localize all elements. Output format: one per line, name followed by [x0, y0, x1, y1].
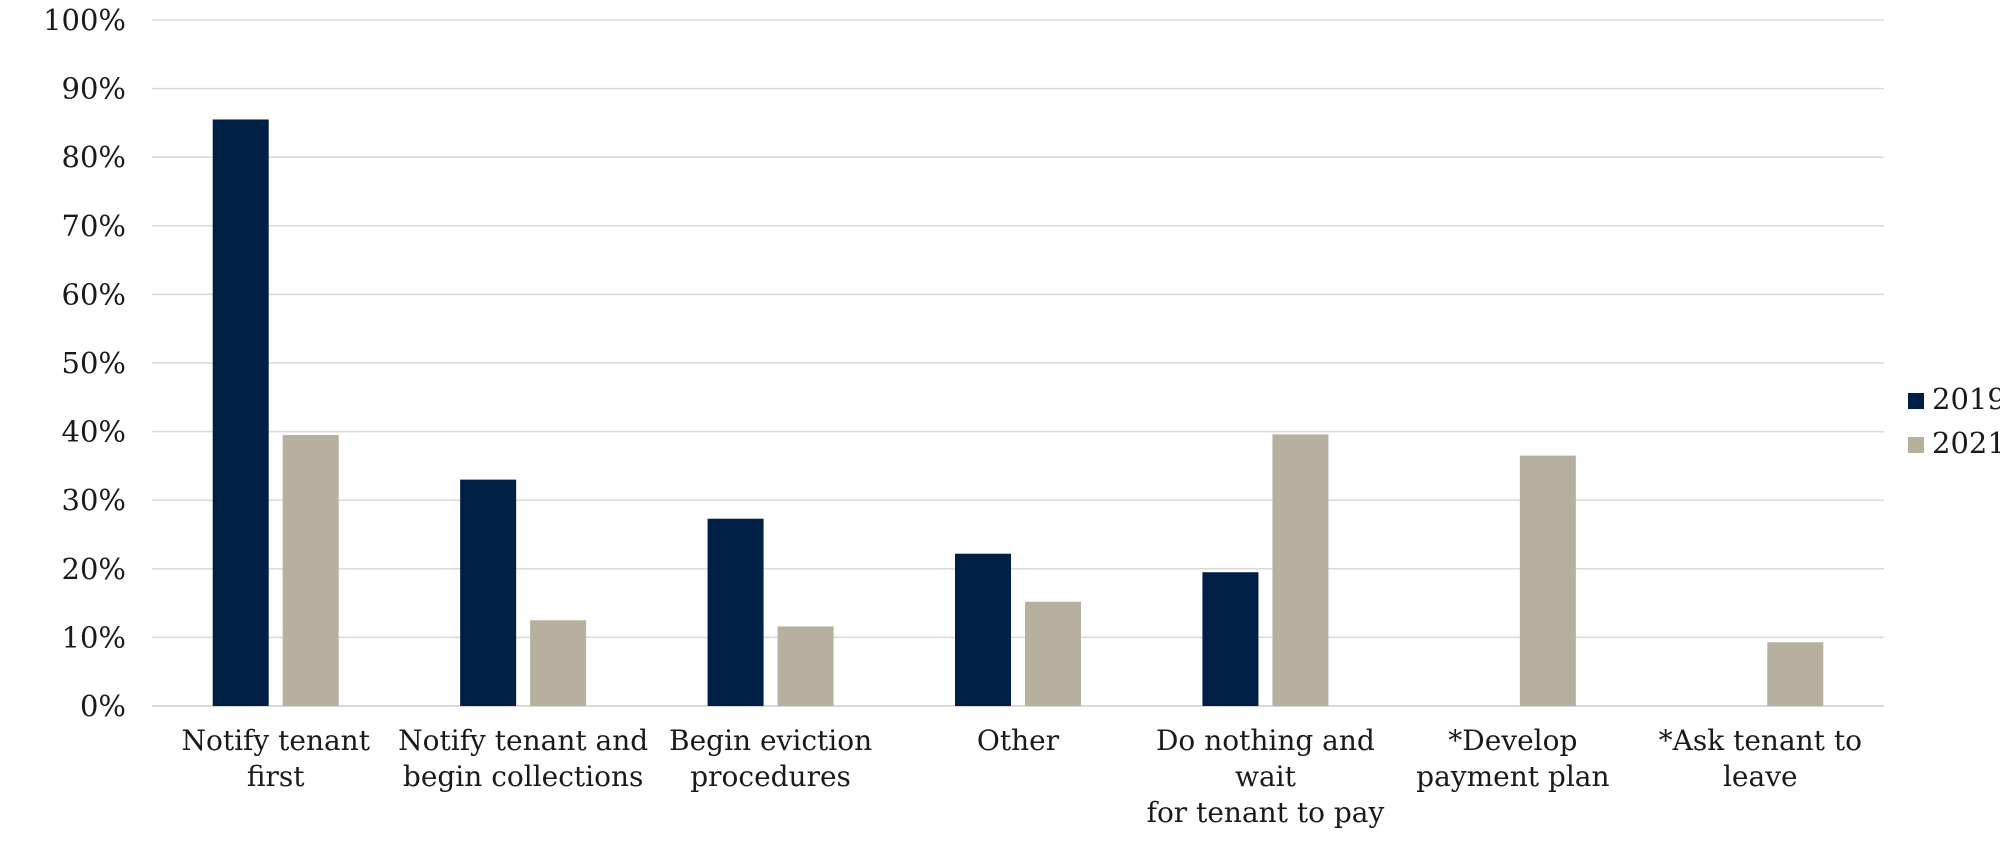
x-category-label: Do nothing and wait for tenant to pay	[1147, 724, 1385, 829]
x-category-label-line: for tenant to pay	[1147, 796, 1385, 829]
x-category-label-line: first	[247, 760, 305, 793]
x-category-label: *Ask tenant to leave	[1659, 724, 1862, 793]
bar-2019-category-4	[1202, 572, 1259, 706]
y-tick-label: 20%	[62, 552, 126, 586]
x-category-label-line: Do nothing and	[1156, 724, 1375, 757]
x-category-label-line: procedures	[690, 760, 851, 793]
x-category-label-line: payment plan	[1416, 760, 1609, 793]
bar-2019-category-0	[212, 119, 269, 707]
x-category-label-line: Notify tenant and	[398, 724, 648, 757]
bar-2021-category-5	[1519, 455, 1576, 706]
x-category-label: Notify tenant first	[181, 724, 370, 793]
bar-2021-category-1	[530, 620, 587, 706]
legend-swatch-2019	[1908, 393, 1924, 409]
x-category-label: *Develop payment plan	[1416, 724, 1609, 793]
x-category-label: Other	[977, 724, 1060, 757]
x-axis-category-labels: Notify tenant first Notify tenant and begin…	[181, 724, 1861, 829]
legend-label-2019: 2019	[1932, 382, 2000, 416]
y-tick-label: 90%	[62, 72, 126, 106]
bar-2019-category-3	[955, 553, 1011, 706]
legend-swatch-2021	[1908, 437, 1924, 453]
bar-2021-category-3	[1025, 601, 1081, 706]
x-category-label-line: begin collections	[403, 760, 643, 793]
x-category-label-line: wait	[1235, 760, 1297, 793]
y-tick-label: 10%	[62, 620, 126, 654]
legend-label-2021: 2021	[1932, 426, 2000, 460]
legend: 2019 2021	[1908, 382, 2000, 460]
bars	[212, 119, 1824, 707]
y-tick-label: 40%	[62, 415, 126, 449]
y-tick-label: 100%	[43, 3, 126, 37]
x-category-label-line: *Ask tenant to	[1659, 724, 1862, 757]
bar-2019-category-2	[707, 518, 764, 706]
bar-2021-category-0	[282, 435, 339, 706]
x-category-label-line: Notify tenant	[181, 724, 370, 757]
y-tick-label: 70%	[62, 209, 126, 243]
y-tick-label: 50%	[62, 346, 126, 380]
bar-2021-category-2	[777, 626, 834, 706]
gridlines	[152, 19, 1884, 707]
y-tick-label: 0%	[80, 689, 126, 723]
x-category-label: Notify tenant and begin collections	[398, 724, 648, 793]
x-category-label-line: leave	[1723, 760, 1798, 793]
x-category-label-line: *Develop	[1448, 724, 1577, 757]
x-category-label-line: Begin eviction	[669, 724, 872, 757]
bar-2021-category-4	[1272, 434, 1329, 706]
x-category-label: Begin eviction procedures	[669, 724, 872, 793]
y-axis-tick-labels: 0% 10% 20% 30% 40% 50% 60% 70% 80% 90% 100%	[43, 3, 126, 723]
x-category-label-line: Other	[977, 724, 1060, 757]
y-tick-label: 80%	[62, 140, 126, 174]
bar-2019-category-1	[460, 479, 517, 706]
y-tick-label: 60%	[62, 277, 126, 311]
bar-2021-category-6	[1767, 642, 1824, 706]
y-tick-label: 30%	[62, 483, 126, 517]
